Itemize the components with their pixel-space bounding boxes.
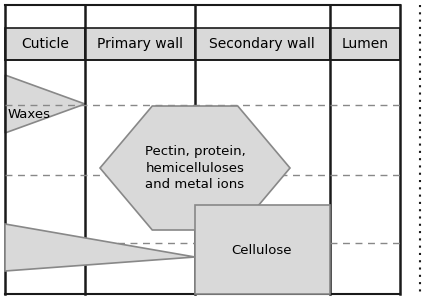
Polygon shape (5, 75, 85, 133)
Text: Cuticle: Cuticle (21, 37, 69, 51)
Text: Primary wall: Primary wall (97, 37, 183, 51)
Bar (5, 28, 85, 60)
Text: Pectin, protein,
hemicelluloses
and metal ions: Pectin, protein, hemicelluloses and meta… (145, 144, 245, 191)
Polygon shape (100, 106, 290, 230)
Polygon shape (5, 224, 195, 271)
Text: Cellulose: Cellulose (232, 243, 292, 257)
Bar (195, 205, 330, 294)
Bar (330, 28, 400, 60)
Bar (85, 28, 195, 60)
Bar (195, 28, 330, 60)
Text: Lumen: Lumen (342, 37, 389, 51)
Text: Secondary wall: Secondary wall (209, 37, 315, 51)
Text: Waxes: Waxes (8, 109, 51, 121)
